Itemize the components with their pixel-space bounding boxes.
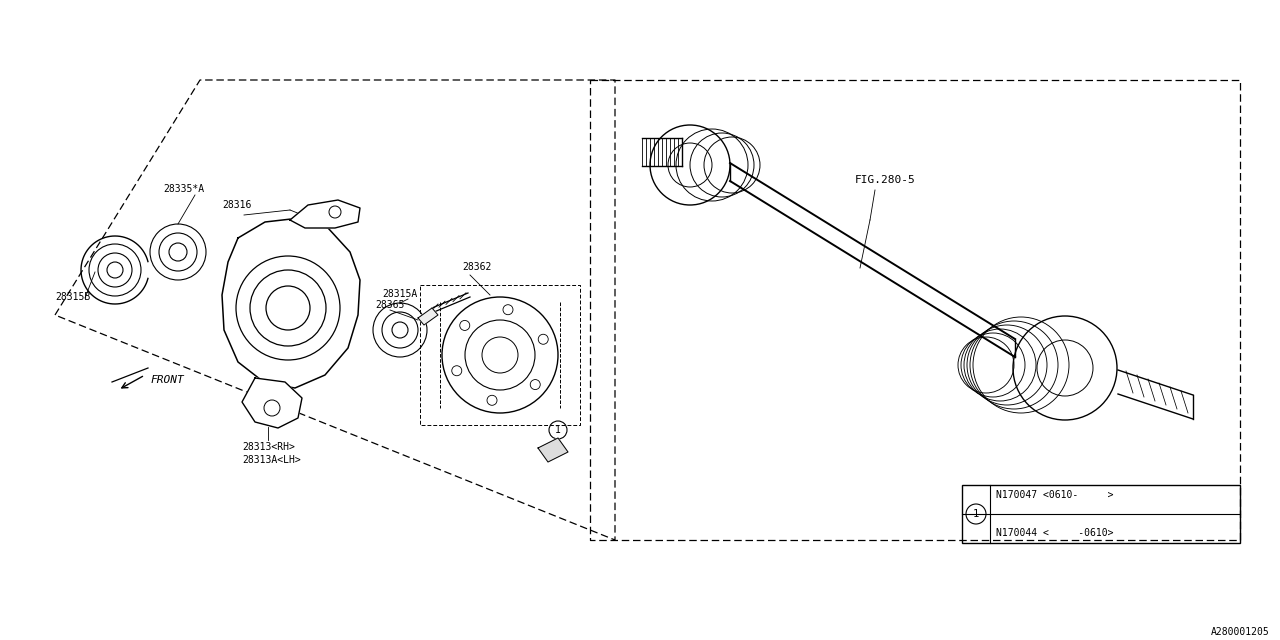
Bar bbox=[963, 485, 1240, 543]
Text: 28313<RH>: 28313<RH> bbox=[242, 442, 294, 452]
Text: 28315A: 28315A bbox=[381, 289, 417, 299]
Polygon shape bbox=[538, 438, 568, 462]
Text: 1: 1 bbox=[973, 509, 979, 519]
Text: 28313A<LH>: 28313A<LH> bbox=[242, 455, 301, 465]
Text: A280001205: A280001205 bbox=[1211, 627, 1270, 637]
Text: FRONT: FRONT bbox=[150, 375, 184, 385]
Text: 28362: 28362 bbox=[462, 262, 492, 272]
Text: N170047 <0610-     >: N170047 <0610- > bbox=[996, 490, 1114, 500]
Polygon shape bbox=[291, 200, 360, 228]
Text: 28365: 28365 bbox=[375, 300, 404, 310]
Polygon shape bbox=[419, 308, 438, 325]
Polygon shape bbox=[221, 218, 360, 388]
Text: 28335*A: 28335*A bbox=[163, 184, 204, 194]
Polygon shape bbox=[242, 378, 302, 428]
Text: N170044 <     -0610>: N170044 < -0610> bbox=[996, 528, 1114, 538]
Text: 1: 1 bbox=[556, 425, 561, 435]
Text: 28316: 28316 bbox=[221, 200, 251, 210]
Text: FIG.280-5: FIG.280-5 bbox=[855, 175, 915, 185]
Text: 28315B: 28315B bbox=[55, 292, 91, 302]
